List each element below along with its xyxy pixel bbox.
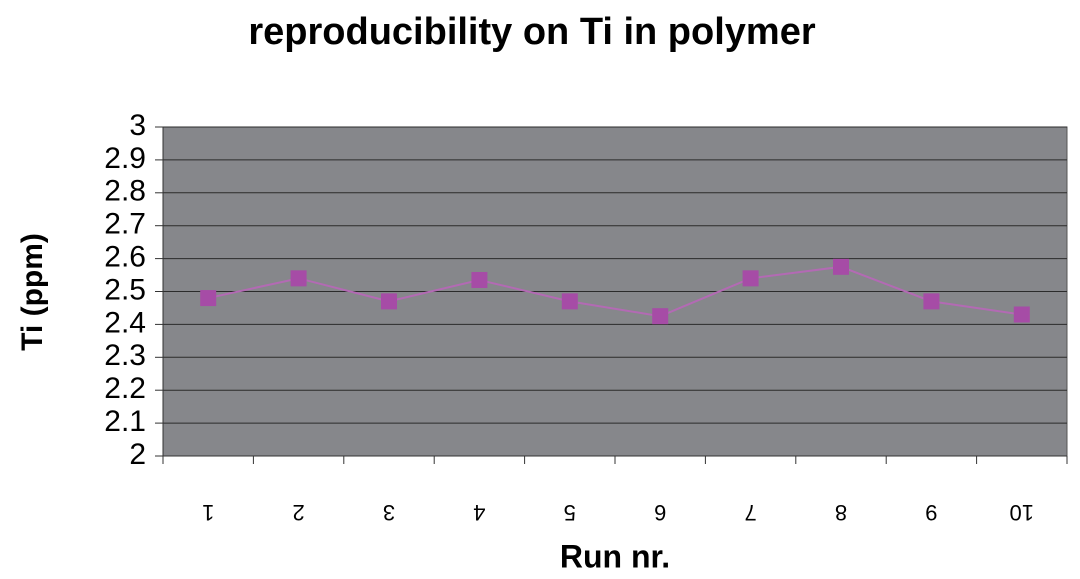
data-point — [923, 293, 940, 310]
x-tick-label: 9 — [925, 500, 937, 525]
data-point — [471, 271, 488, 288]
data-point — [742, 270, 759, 287]
x-tick-label: 2 — [292, 500, 304, 525]
chart-title: reproducibility on Ti in polymer — [248, 11, 815, 53]
x-tick-label: 3 — [383, 500, 395, 525]
y-tick-label: 2 — [129, 438, 146, 471]
x-tick-label: 5 — [564, 500, 576, 525]
y-tick-label: 2.5 — [104, 273, 146, 306]
x-tick-label: 4 — [473, 500, 485, 525]
y-tick-label: 2.2 — [104, 372, 146, 405]
data-point — [1013, 306, 1030, 323]
y-tick-label: 2.9 — [104, 142, 146, 175]
x-tick-label: 6 — [654, 500, 666, 525]
data-point — [833, 258, 849, 275]
x-axis-label: Run nr. — [560, 538, 670, 574]
data-point — [561, 293, 578, 310]
y-axis-label: Ti (ppm) — [16, 233, 49, 351]
x-tick-label: 7 — [744, 500, 756, 525]
y-tick-label: 2.7 — [104, 208, 146, 241]
data-point — [652, 308, 669, 325]
y-tick-label: 2.1 — [104, 405, 146, 438]
x-tick-label: 8 — [835, 500, 847, 525]
data-point — [381, 293, 397, 310]
y-tick-label: 3 — [129, 109, 146, 142]
x-tick-label: 1 — [202, 500, 214, 525]
data-line — [207, 265, 1022, 318]
data-point — [290, 270, 307, 287]
y-tick-label: 2.8 — [104, 175, 146, 208]
y-tick-label: 2.4 — [104, 306, 146, 339]
data-point — [200, 290, 217, 307]
y-tick-label: 2.3 — [104, 339, 146, 372]
y-tick-label: 2.6 — [104, 241, 146, 274]
x-tick-label: 10 — [1010, 500, 1034, 525]
